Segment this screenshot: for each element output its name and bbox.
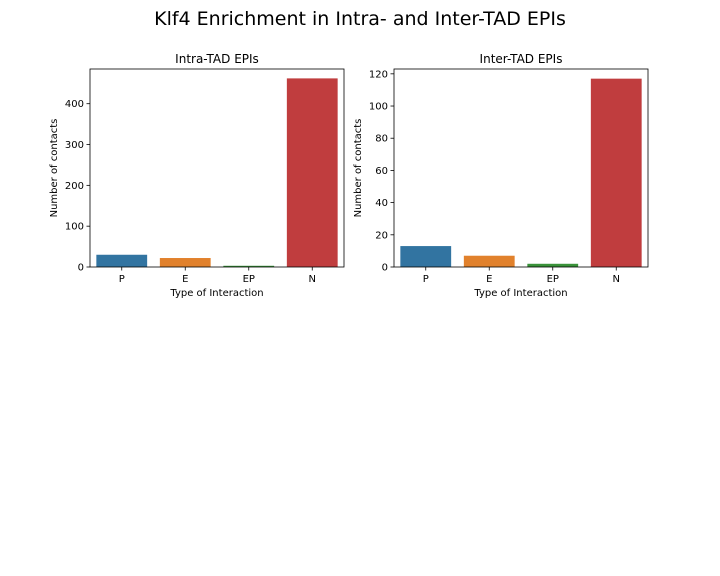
x-tick-label: N <box>613 274 620 285</box>
bar-n <box>286 78 338 267</box>
x-axis-label: Type of Interaction <box>169 288 263 299</box>
axes-frame <box>89 68 345 268</box>
y-tick-label: 0 <box>78 263 84 274</box>
bar-e <box>159 258 211 267</box>
figure-title: Klf4 Enrichment in Intra- and Inter-TAD … <box>154 8 566 30</box>
bar-ep <box>527 263 579 267</box>
y-tick-label: 400 <box>65 99 84 110</box>
y-tick-label: 80 <box>375 134 388 145</box>
bar-n <box>590 78 642 267</box>
bar-p <box>400 246 452 267</box>
x-tick-label: P <box>423 274 429 285</box>
y-tick-label: 40 <box>375 198 388 209</box>
chart-inter-tad: P E EP N 0 20 40 60 80 100 120 Inter-TAD EPIs Type o… <box>353 52 649 299</box>
x-tick-label: P <box>119 274 125 285</box>
y-axis-label: Number of contacts <box>353 119 364 218</box>
bar-e <box>463 255 515 267</box>
x-tick-label: E <box>182 274 188 285</box>
chart-title: Intra-TAD EPIs <box>175 52 259 66</box>
x-tick-label: EP <box>547 274 559 285</box>
x-tick-label: N <box>309 274 316 285</box>
y-tick-label: 100 <box>65 222 84 233</box>
y-tick-label: 100 <box>369 102 388 113</box>
chart-title: Inter-TAD EPIs <box>480 52 563 66</box>
y-tick-label: 60 <box>375 166 388 177</box>
x-tick-label: E <box>486 274 492 285</box>
x-tick-label: EP <box>243 274 255 285</box>
bar-p <box>96 254 148 267</box>
bar-ep <box>223 265 275 267</box>
chart-intra-tad: P E EP N 0 100 200 300 400 Intra-TAD EPIs Type of … <box>49 52 345 299</box>
x-axis-label: Type of Interaction <box>473 288 567 299</box>
y-tick-label: 120 <box>369 69 388 80</box>
y-axis-label: Number of contacts <box>49 119 60 218</box>
y-tick-label: 300 <box>65 140 84 151</box>
y-tick-label: 200 <box>65 181 84 192</box>
y-tick-label: 0 <box>382 263 388 274</box>
y-tick-label: 20 <box>375 230 388 241</box>
axes-frame <box>393 68 649 268</box>
